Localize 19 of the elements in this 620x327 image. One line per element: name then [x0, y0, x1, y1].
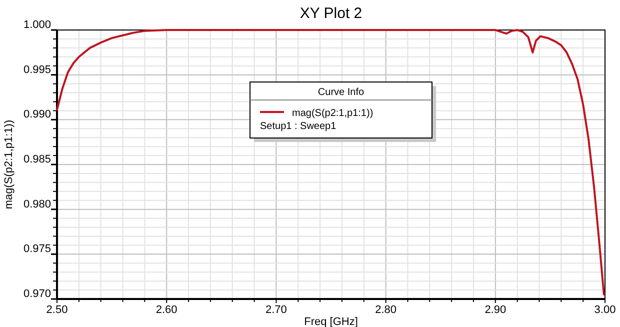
legend-title: Curve Info: [318, 87, 364, 98]
y-tick-label: 0.985: [23, 154, 51, 166]
y-tick-label: 0.990: [23, 108, 51, 121]
y-tick-label: 0.995: [23, 64, 51, 76]
x-tick-label: 2.70: [265, 304, 287, 316]
x-axis-title: Freq [GHz]: [304, 316, 358, 327]
x-tick-label: 3.00: [594, 304, 616, 316]
x-tick-label: 2.50: [46, 304, 68, 316]
y-tick-label: 0.980: [23, 198, 51, 210]
x-tick-label: 2.60: [156, 304, 178, 316]
y-tick-label: 1.000: [23, 19, 51, 31]
x-tick-label: 2.80: [375, 304, 397, 316]
y-tick-label: 0.970: [23, 288, 51, 300]
y-axis-title: mag(S(p2:1,p1:1)): [3, 120, 15, 210]
x-tick-label: 2.90: [484, 304, 506, 316]
chart-title: XY Plot 2: [300, 5, 362, 22]
y-tick-label: 0.975: [23, 243, 51, 256]
legend-label: mag(S(p2:1,p1:1)): [292, 108, 374, 119]
annotation: Setup1 : Sweep1: [260, 121, 337, 132]
